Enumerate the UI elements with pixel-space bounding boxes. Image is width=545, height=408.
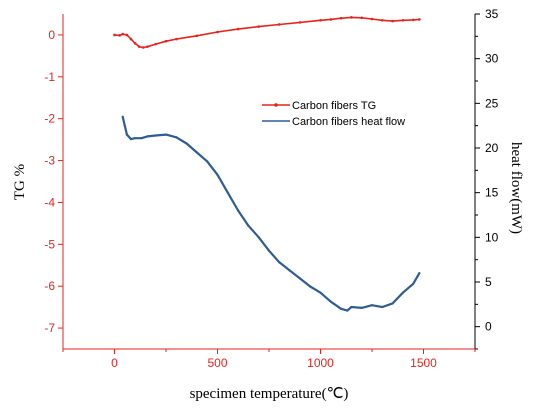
right-tick-label: 35 bbox=[485, 7, 499, 21]
series-line-heat-flow bbox=[121, 116, 421, 312]
data-point-heat-flow bbox=[370, 304, 374, 307]
data-point-tg bbox=[329, 18, 333, 21]
right-tick-label: 30 bbox=[485, 52, 499, 66]
right-tick-label: 10 bbox=[485, 230, 499, 244]
plot-frame bbox=[62, 14, 476, 350]
x-tick-label: 0 bbox=[111, 356, 118, 370]
series-layer bbox=[113, 16, 421, 312]
data-point-tg bbox=[257, 25, 261, 28]
data-point-heat-flow bbox=[216, 173, 219, 176]
left-tick-label: -1 bbox=[44, 70, 55, 84]
data-point-heat-flow bbox=[360, 306, 363, 310]
x-tick-label: 1500 bbox=[410, 356, 437, 370]
x-tick-label: 1000 bbox=[307, 356, 334, 370]
data-point-tg bbox=[125, 33, 129, 37]
legend-label-heat-flow: Carbon fibers heat flow bbox=[292, 116, 405, 128]
data-point-heat-flow bbox=[401, 291, 404, 294]
legend-marker-tg bbox=[274, 103, 278, 107]
data-point-heat-flow bbox=[237, 209, 240, 212]
left-axis-ticks: 0 -1 -2 -3 -4 -5 -6 -7 bbox=[44, 28, 63, 335]
x-axis-title: specimen temperature(℃) bbox=[190, 386, 349, 402]
data-point-tg bbox=[129, 37, 133, 41]
data-point-heat-flow bbox=[226, 191, 229, 194]
data-point-tg bbox=[391, 19, 394, 23]
left-tick-label: -4 bbox=[44, 195, 55, 209]
data-point-heat-flow bbox=[129, 137, 133, 141]
right-tick-label: 20 bbox=[485, 141, 499, 155]
data-point-tg bbox=[236, 27, 240, 31]
data-point-heat-flow bbox=[123, 124, 126, 127]
left-tick-label: -3 bbox=[44, 154, 55, 168]
data-point-tg bbox=[298, 21, 302, 24]
legend: Carbon fibers TG Carbon fibers heat flow bbox=[262, 100, 405, 128]
data-point-tg bbox=[360, 16, 364, 20]
right-tick-label: 5 bbox=[485, 275, 492, 289]
data-point-heat-flow bbox=[206, 160, 209, 163]
left-tick-label: -7 bbox=[44, 321, 55, 335]
data-point-tg bbox=[381, 18, 384, 22]
data-point-tg bbox=[142, 46, 145, 49]
data-point-heat-flow bbox=[412, 282, 415, 285]
data-point-tg bbox=[175, 37, 178, 41]
left-tick-label: 0 bbox=[48, 28, 55, 42]
data-point-tg bbox=[133, 42, 137, 45]
series-line-tg bbox=[114, 16, 420, 49]
left-tick-label: -6 bbox=[44, 279, 55, 293]
data-point-heat-flow bbox=[175, 136, 178, 139]
data-point-tg bbox=[146, 45, 149, 48]
data-point-tg bbox=[216, 30, 219, 34]
right-tick-label: 25 bbox=[485, 96, 499, 110]
data-point-tg bbox=[339, 16, 343, 20]
right-axis-title: heat flow(mW) bbox=[508, 142, 524, 234]
right-axis-ticks: 0 5 10 15 20 25 30 35 bbox=[475, 7, 499, 350]
data-point-heat-flow bbox=[267, 249, 271, 252]
data-point-tg bbox=[401, 18, 405, 22]
data-point-heat-flow bbox=[319, 291, 322, 294]
data-point-heat-flow bbox=[146, 135, 149, 138]
data-point-tg bbox=[154, 42, 157, 46]
data-point-heat-flow bbox=[185, 142, 188, 145]
right-tick-label: 0 bbox=[485, 320, 492, 334]
data-point-heat-flow bbox=[391, 302, 394, 305]
data-point-tg bbox=[137, 45, 141, 48]
data-point-tg bbox=[113, 33, 116, 37]
data-point-heat-flow bbox=[257, 236, 260, 239]
data-point-tg bbox=[278, 23, 281, 26]
data-point-heat-flow bbox=[309, 285, 312, 288]
data-point-tg bbox=[195, 34, 199, 38]
data-point-tg bbox=[164, 39, 168, 43]
right-tick-label: 15 bbox=[485, 186, 499, 200]
data-point-heat-flow bbox=[154, 134, 157, 137]
data-point-heat-flow bbox=[247, 224, 250, 227]
left-tick-label: -5 bbox=[44, 237, 55, 251]
data-point-tg bbox=[370, 17, 374, 21]
data-point-heat-flow bbox=[329, 300, 332, 303]
data-point-heat-flow bbox=[134, 137, 137, 140]
data-point-heat-flow bbox=[278, 261, 281, 264]
data-point-tg bbox=[350, 16, 353, 19]
x-tick-label: 500 bbox=[207, 356, 227, 370]
data-point-tg bbox=[118, 34, 121, 37]
data-point-tg bbox=[121, 32, 125, 36]
legend-label-tg: Carbon fibers TG bbox=[292, 100, 376, 112]
data-point-tg bbox=[418, 18, 421, 21]
data-point-heat-flow bbox=[340, 307, 343, 310]
data-point-heat-flow bbox=[381, 305, 384, 309]
data-point-heat-flow bbox=[140, 137, 143, 140]
left-axis-title: TG % bbox=[12, 164, 28, 200]
data-point-heat-flow bbox=[288, 269, 291, 272]
data-point-heat-flow bbox=[350, 305, 353, 309]
data-point-heat-flow bbox=[418, 271, 421, 275]
data-point-heat-flow bbox=[195, 151, 198, 154]
data-point-heat-flow bbox=[125, 133, 128, 136]
data-point-tg bbox=[319, 18, 322, 22]
data-point-tg bbox=[411, 18, 415, 22]
data-point-heat-flow bbox=[164, 133, 168, 136]
left-tick-label: -2 bbox=[44, 112, 55, 126]
data-point-heat-flow bbox=[121, 115, 124, 118]
data-point-heat-flow bbox=[346, 309, 349, 312]
x-axis-ticks: 0 500 1000 1500 bbox=[62, 349, 476, 370]
data-point-heat-flow bbox=[298, 277, 301, 280]
